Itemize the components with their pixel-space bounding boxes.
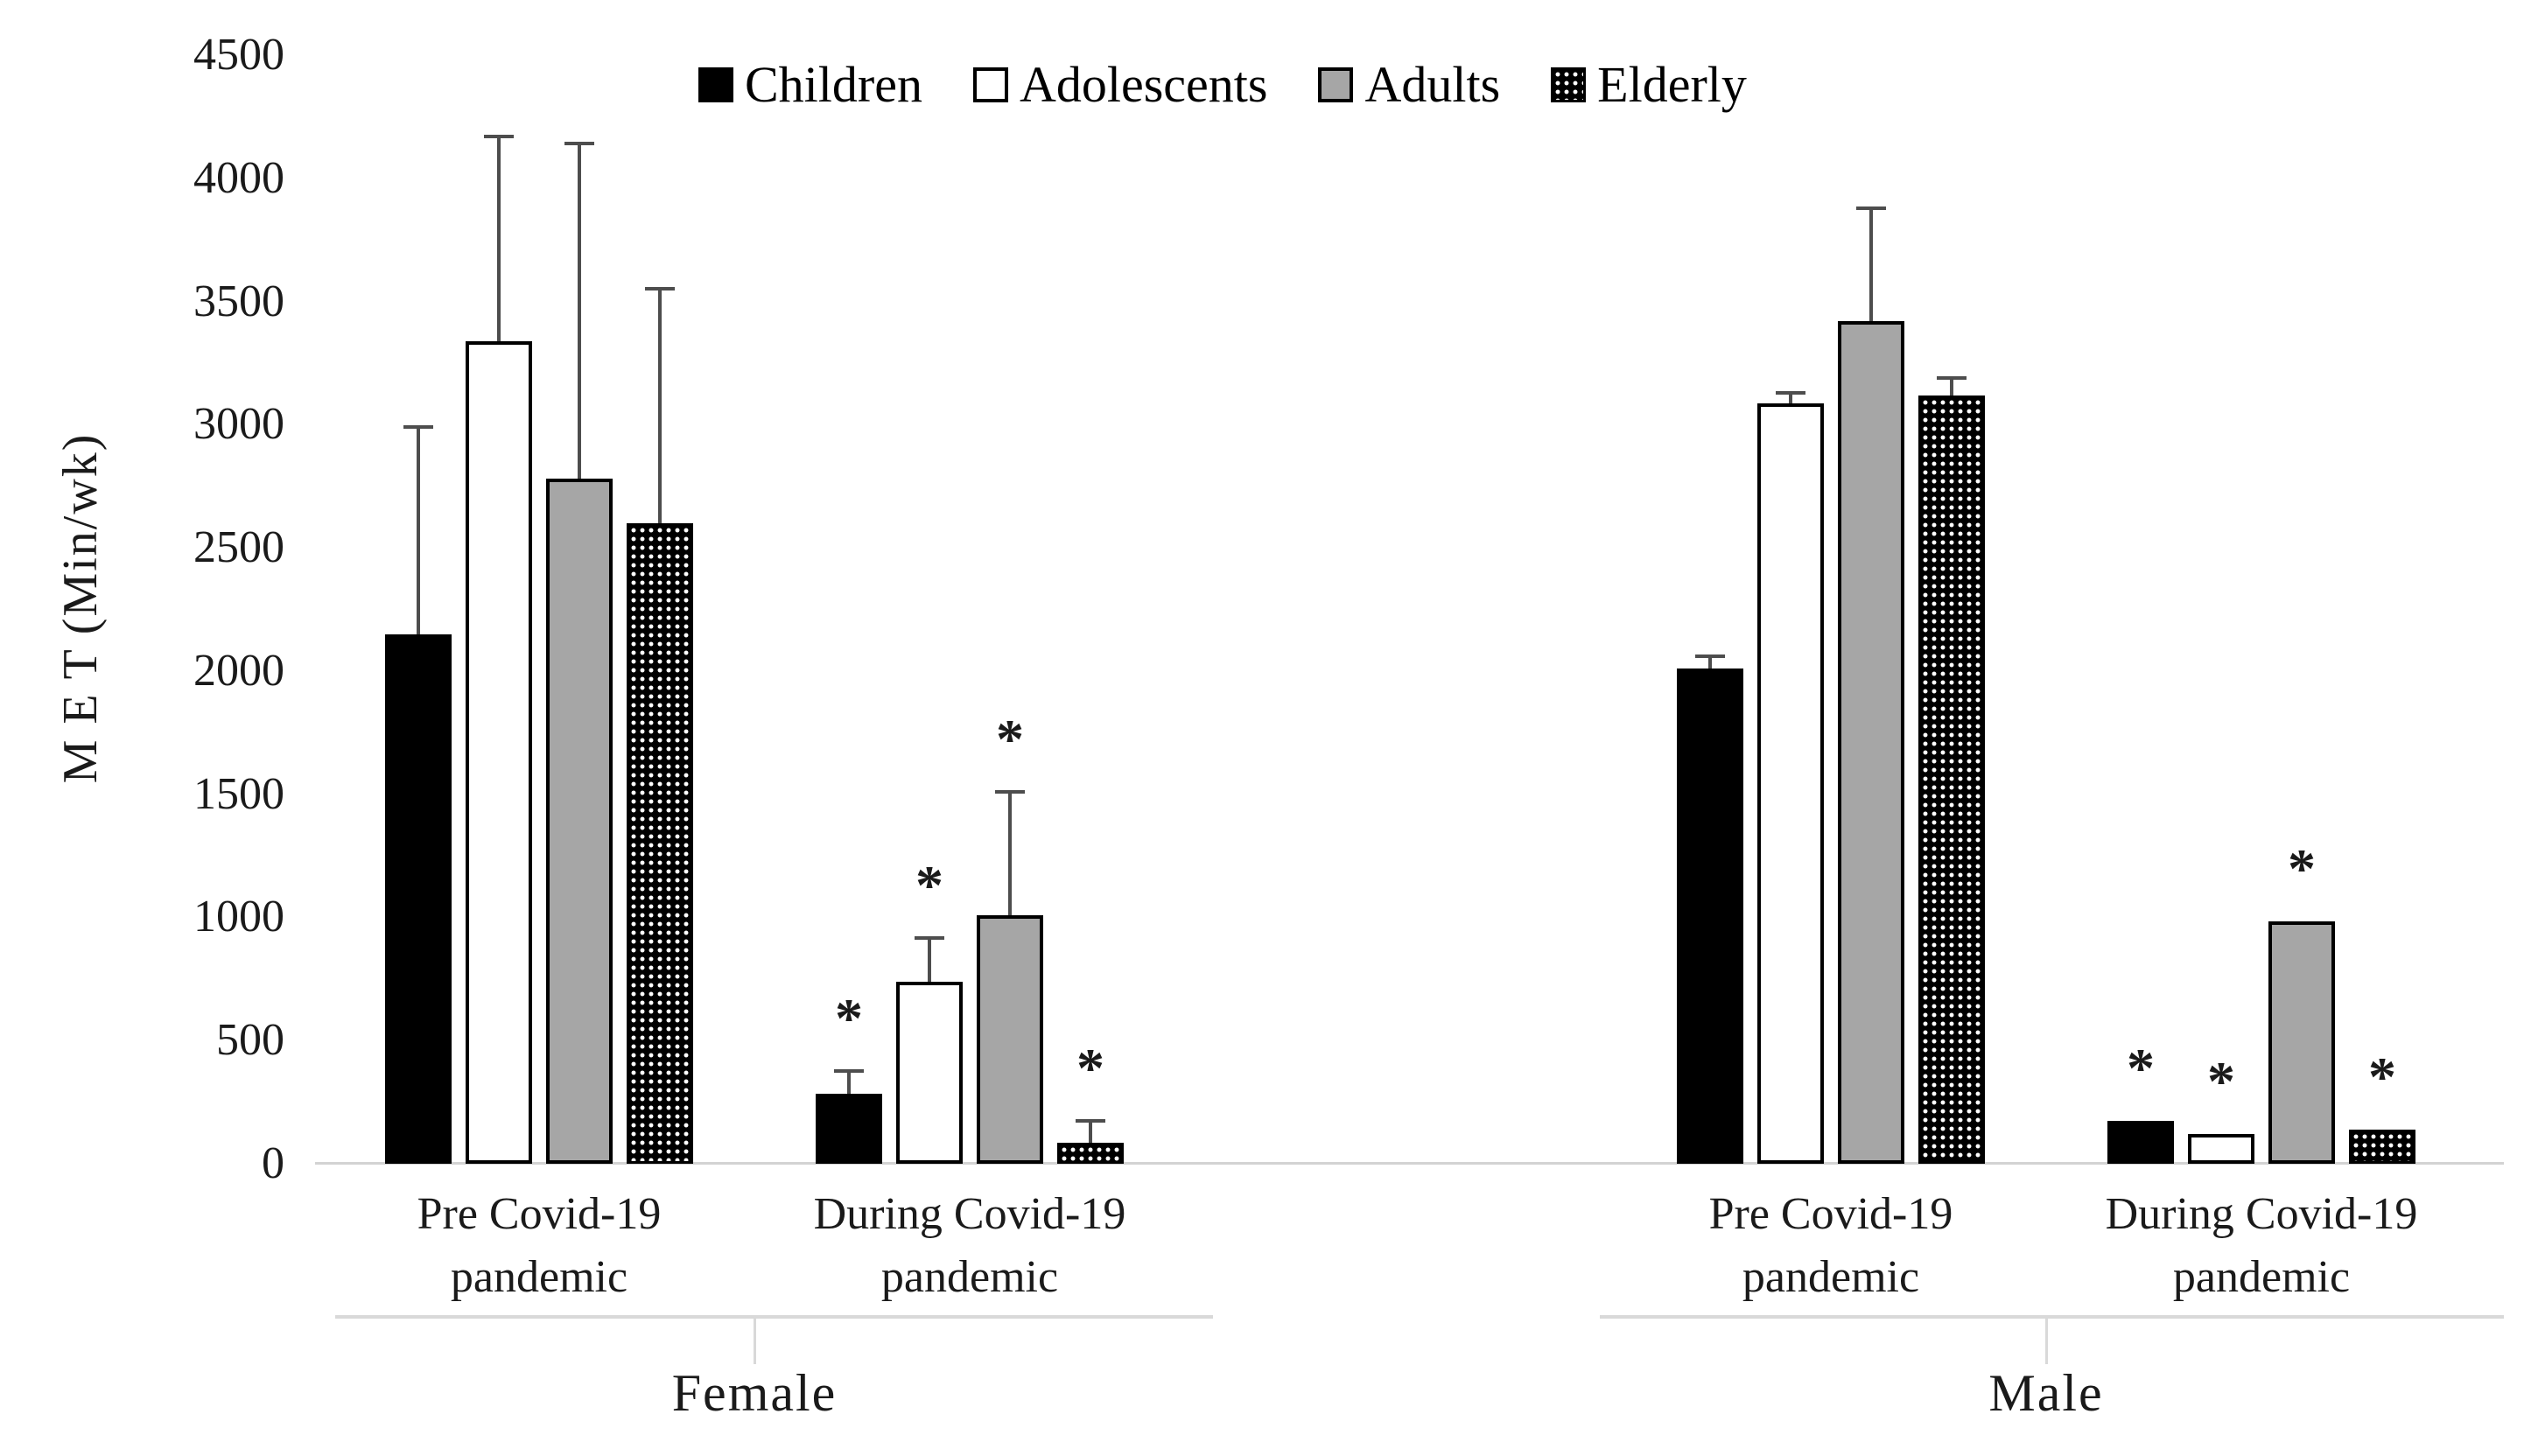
category-label-line: During Covid-19 [2105, 1189, 2418, 1239]
error-whisker [1008, 791, 1012, 915]
legend-item-elderly: Elderly [1551, 60, 1747, 110]
error-whisker [1708, 655, 1712, 669]
y-tick-label: 4000 [193, 152, 284, 203]
legend-swatch-black-icon [698, 67, 733, 102]
bar-female-pre-adults [546, 479, 613, 1164]
legend-label: Adults [1364, 56, 1501, 113]
y-tick-label: 2000 [193, 645, 284, 696]
legend-label: Adolescents [1019, 56, 1268, 113]
group-label-female: Female [671, 1364, 838, 1422]
group-axis-tick-male [2045, 1317, 2048, 1364]
significance-star: * [2288, 836, 2316, 900]
significance-star: * [2368, 1045, 2396, 1108]
category-label-line: pandemic [1742, 1251, 1920, 1302]
error-whisker [497, 136, 501, 341]
legend-swatch-white-icon [972, 67, 1008, 102]
error-cap [403, 425, 433, 430]
significance-star: * [2127, 1036, 2155, 1099]
error-cap [834, 1069, 864, 1074]
legend-item-children: Children [698, 60, 922, 110]
category-label-line: During Covid-19 [813, 1189, 1126, 1239]
error-cap [915, 936, 944, 941]
y-tick-label: 4500 [193, 30, 284, 80]
legend-item-adolescents: Adolescents [972, 56, 1268, 113]
error-whisker [847, 1071, 851, 1094]
bar-female-pre-children [385, 634, 452, 1164]
error-whisker [1789, 392, 1792, 404]
error-cap [1695, 654, 1725, 658]
bar-female-during-adolescents [896, 981, 963, 1164]
bar-female-during-elderly [1057, 1143, 1124, 1164]
legend-item-adults: Adults [1318, 60, 1500, 110]
bar-male-pre-elderly [1918, 395, 1985, 1164]
group-label-male: Male [1988, 1364, 2104, 1422]
bar-male-pre-adolescents [1757, 403, 1824, 1164]
category-label-line: pandemic [880, 1251, 1059, 1302]
y-tick-label: 0 [262, 1138, 284, 1188]
y-tick-label: 1500 [193, 768, 284, 819]
error-whisker [578, 144, 581, 480]
significance-star: * [835, 987, 863, 1050]
error-whisker [1869, 207, 1873, 322]
y-tick-label: 1000 [193, 892, 284, 942]
error-cap [1776, 390, 1805, 395]
group-axis-tick-female [754, 1317, 756, 1364]
y-tick-label: 3000 [193, 399, 284, 450]
bar-female-pre-elderly [627, 522, 693, 1164]
group-axis-line-male [1600, 1315, 2504, 1319]
significance-star: * [915, 854, 943, 917]
significance-star: * [1076, 1036, 1104, 1099]
x-axis-baseline [315, 1162, 2504, 1165]
y-axis-title: M E T (Min/wk) [53, 432, 108, 784]
significance-star: * [2207, 1050, 2235, 1113]
bar-male-during-adults [2268, 920, 2335, 1164]
legend-label: Children [745, 56, 922, 113]
bar-female-pre-adolescents [466, 340, 532, 1164]
error-cap [645, 287, 675, 291]
legend-swatch-dotted-icon [1551, 67, 1587, 102]
error-cap [1076, 1118, 1105, 1123]
category-label-female-pre: Pre Covid-19 pandemic [294, 1183, 784, 1309]
category-label-male-during: During Covid-19 pandemic [2016, 1183, 2506, 1309]
bar-male-pre-children [1677, 668, 1743, 1164]
legend: Children Adolescents Adults Elderly [698, 60, 1747, 110]
bar-male-during-adolescents [2188, 1134, 2254, 1164]
bar-male-pre-adults [1838, 321, 1904, 1164]
y-tick-label: 3500 [193, 276, 284, 326]
significance-star: * [996, 707, 1024, 770]
error-cap [995, 789, 1025, 794]
error-whisker [928, 938, 931, 982]
category-label-line: pandemic [2172, 1251, 2351, 1302]
bar-female-during-children [816, 1093, 882, 1164]
error-whisker [1950, 377, 1953, 396]
legend-label: Elderly [1597, 56, 1747, 113]
bar-male-during-elderly [2349, 1129, 2415, 1164]
category-label-line: pandemic [450, 1251, 628, 1302]
error-cap [564, 142, 594, 146]
category-label-female-during: During Covid-19 pandemic [725, 1183, 1215, 1309]
bar-male-during-children [2107, 1120, 2174, 1164]
category-label-line: Pre Covid-19 [417, 1189, 662, 1239]
legend-swatch-gray-icon [1318, 67, 1354, 102]
error-whisker [417, 427, 420, 634]
group-axis-line-female [335, 1315, 1213, 1319]
error-whisker [1089, 1120, 1092, 1144]
category-label-male-pre: Pre Covid-19 pandemic [1586, 1183, 2076, 1309]
error-cap [1856, 206, 1886, 210]
y-tick-label: 500 [216, 1015, 284, 1066]
error-cap [484, 134, 514, 138]
category-label-line: Pre Covid-19 [1708, 1189, 1953, 1239]
error-cap [1937, 375, 1967, 380]
y-tick-label: 2500 [193, 522, 284, 573]
error-whisker [658, 289, 662, 523]
bar-female-during-adults [977, 914, 1043, 1164]
